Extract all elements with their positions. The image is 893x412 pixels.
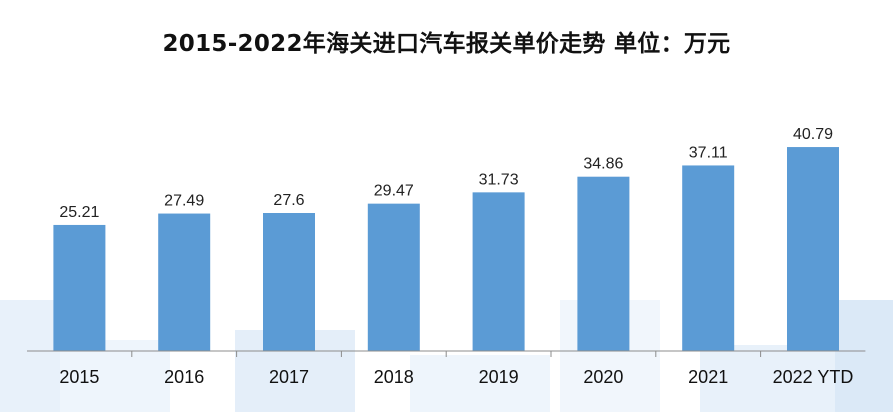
x-tick-label: 2022 YTD <box>773 367 854 387</box>
bg-block <box>410 355 550 412</box>
x-tick-label: 2019 <box>479 367 519 387</box>
bars-layer <box>53 147 839 351</box>
bar-2018 <box>367 203 420 351</box>
bar-2019 <box>472 192 525 351</box>
data-label: 37.11 <box>689 144 728 161</box>
bar-2015 <box>53 224 106 351</box>
x-tick-label: 2021 <box>688 367 728 387</box>
data-label: 34.86 <box>583 156 623 173</box>
bg-block <box>60 340 170 412</box>
data-labels-layer: 25.21 27.49 27.6 29.47 31.73 34.86 37.11 40.79 <box>59 126 833 221</box>
data-label: 27.49 <box>164 193 204 210</box>
data-label: 31.73 <box>479 171 519 188</box>
data-label: 27.6 <box>273 192 304 209</box>
bar-2022-ytd <box>787 147 839 351</box>
chart-title: 2015-2022年海关进口汽车报关单价走势 单位：万元 <box>162 31 731 57</box>
x-tick-layer: 2015 2016 2017 2018 2019 2020 2021 2022 YTD <box>59 351 853 387</box>
bar-2021 <box>682 165 735 351</box>
x-tick-label: 2015 <box>59 367 99 387</box>
x-tick-label: 2016 <box>164 367 204 387</box>
bar-2017 <box>263 213 315 351</box>
x-tick-label: 2017 <box>269 367 309 387</box>
data-label: 40.79 <box>793 126 833 143</box>
bar-2020 <box>577 176 630 351</box>
x-tick-label: 2020 <box>583 367 623 387</box>
x-tick-label: 2018 <box>374 367 414 387</box>
data-label: 29.47 <box>374 183 414 200</box>
bg-block <box>835 300 893 412</box>
bar-2016 <box>158 213 211 351</box>
data-label: 25.21 <box>59 204 99 221</box>
